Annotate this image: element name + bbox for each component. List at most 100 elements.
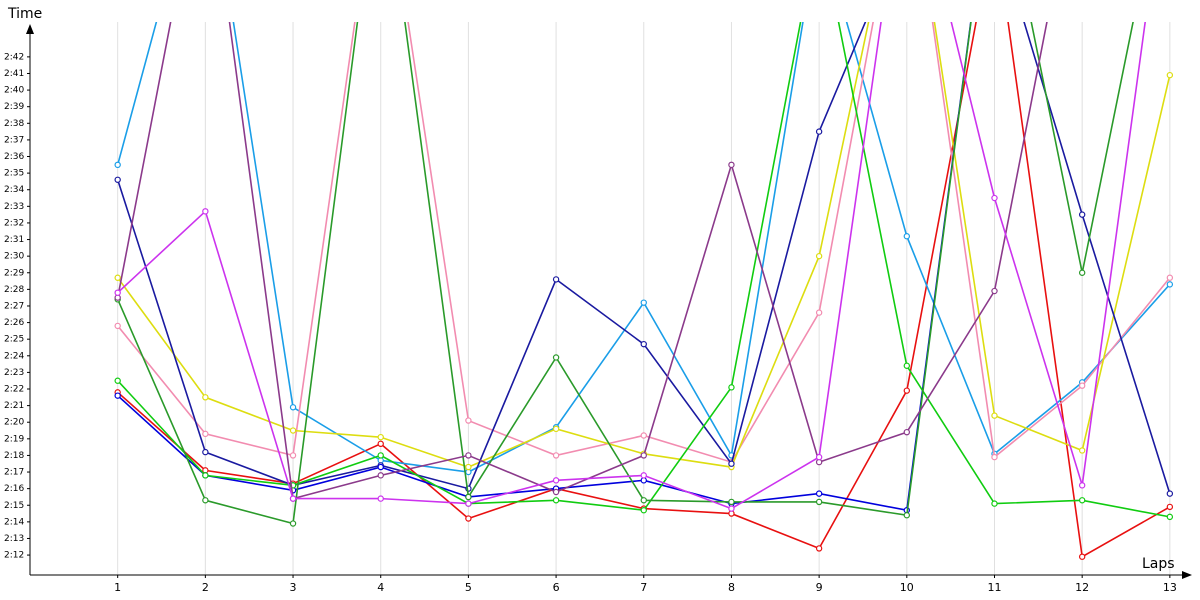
y-axis-label: Time <box>7 6 42 22</box>
x-tick-label: 3 <box>290 581 297 594</box>
data-point <box>114 289 121 296</box>
x-tick-label: 7 <box>640 581 647 594</box>
data-point <box>1078 211 1086 218</box>
data-point <box>1078 382 1086 389</box>
data-point <box>903 428 911 436</box>
data-point <box>377 495 384 502</box>
data-point <box>377 440 384 448</box>
data-point <box>552 477 560 484</box>
data-point <box>552 452 560 459</box>
data-point <box>815 252 823 260</box>
data-point <box>1078 497 1086 504</box>
data-point <box>114 161 121 169</box>
x-axis-arrow <box>1182 571 1192 579</box>
series-line <box>116 22 1048 500</box>
data-point <box>465 515 472 522</box>
y-tick-label: 2:18 <box>4 451 24 461</box>
y-tick-label: 2:27 <box>4 301 24 311</box>
data-point <box>903 362 911 369</box>
data-point <box>114 392 121 399</box>
y-tick-label: 2:29 <box>4 268 24 278</box>
y-tick-label: 2:30 <box>4 252 24 262</box>
x-axis-label: Laps <box>1142 556 1175 572</box>
y-tick-label: 2:22 <box>4 385 24 395</box>
y-tick-label: 2:42 <box>4 52 24 62</box>
y-tick-label: 2:15 <box>4 501 24 511</box>
y-tick-label: 2:23 <box>4 368 24 378</box>
data-point <box>1078 482 1086 489</box>
data-point <box>202 394 209 401</box>
y-tick-label: 2:14 <box>4 517 24 527</box>
data-point <box>815 128 823 135</box>
x-tick-label: 13 <box>1163 581 1177 594</box>
data-point <box>289 520 297 527</box>
data-point <box>815 545 823 552</box>
data-point <box>289 452 297 459</box>
y-tick-label: 2:26 <box>4 318 24 328</box>
x-tick-label: 2 <box>202 581 209 594</box>
data-point <box>640 432 647 439</box>
data-point <box>552 497 560 504</box>
data-point <box>640 507 647 514</box>
data-point <box>377 452 384 459</box>
data-point <box>377 433 384 441</box>
x-tick-label: 6 <box>553 581 560 594</box>
data-point <box>1078 553 1086 560</box>
data-point <box>289 427 297 434</box>
data-point <box>1078 269 1086 276</box>
data-point <box>640 340 647 348</box>
data-point <box>728 384 735 391</box>
y-tick-label: 2:19 <box>4 434 24 444</box>
x-tick-label: 9 <box>816 581 823 594</box>
y-tick-label: 2:17 <box>4 468 24 478</box>
data-point <box>728 460 735 467</box>
data-point <box>552 488 560 496</box>
data-point <box>640 299 647 306</box>
data-point <box>1166 490 1174 497</box>
data-point <box>991 412 998 419</box>
data-point <box>114 322 121 330</box>
x-tick-label: 10 <box>900 581 914 594</box>
y-tick-label: 2:34 <box>4 185 24 195</box>
y-tick-label: 2:37 <box>4 135 24 145</box>
data-point <box>202 208 209 215</box>
data-point <box>289 495 297 502</box>
y-tick-label: 2:40 <box>4 86 24 96</box>
y-tick-label: 2:24 <box>4 351 24 361</box>
data-point <box>114 377 121 384</box>
x-tick-label: 5 <box>465 581 472 594</box>
y-tick-label: 2:38 <box>4 119 24 129</box>
data-point <box>552 354 560 361</box>
y-axis-arrow <box>26 24 34 34</box>
data-point <box>1166 281 1174 288</box>
data-point <box>465 493 472 501</box>
data-point <box>903 512 911 519</box>
data-point <box>1166 71 1174 79</box>
y-tick-label: 2:41 <box>4 69 24 79</box>
data-point <box>728 498 735 506</box>
grid <box>117 22 1171 575</box>
series-layer <box>114 22 1174 560</box>
y-tick-label: 2:39 <box>4 102 24 112</box>
data-point <box>991 287 998 295</box>
data-point <box>1166 503 1174 511</box>
data-point <box>640 472 647 479</box>
data-point <box>640 452 647 459</box>
data-point <box>114 176 121 183</box>
y-tick-label: 2:36 <box>4 152 24 162</box>
data-point <box>640 497 647 504</box>
data-point <box>728 505 735 512</box>
data-point <box>991 500 998 507</box>
data-point <box>202 448 209 456</box>
data-point <box>1166 274 1174 281</box>
y-tick-label: 2:33 <box>4 202 24 212</box>
x-tick-label: 12 <box>1075 581 1089 594</box>
data-point <box>202 497 209 504</box>
x-tick-label: 1 <box>114 581 121 594</box>
data-point <box>114 274 121 281</box>
data-point <box>202 472 209 479</box>
data-point <box>991 453 998 461</box>
data-point <box>465 463 472 471</box>
data-point <box>991 194 998 202</box>
